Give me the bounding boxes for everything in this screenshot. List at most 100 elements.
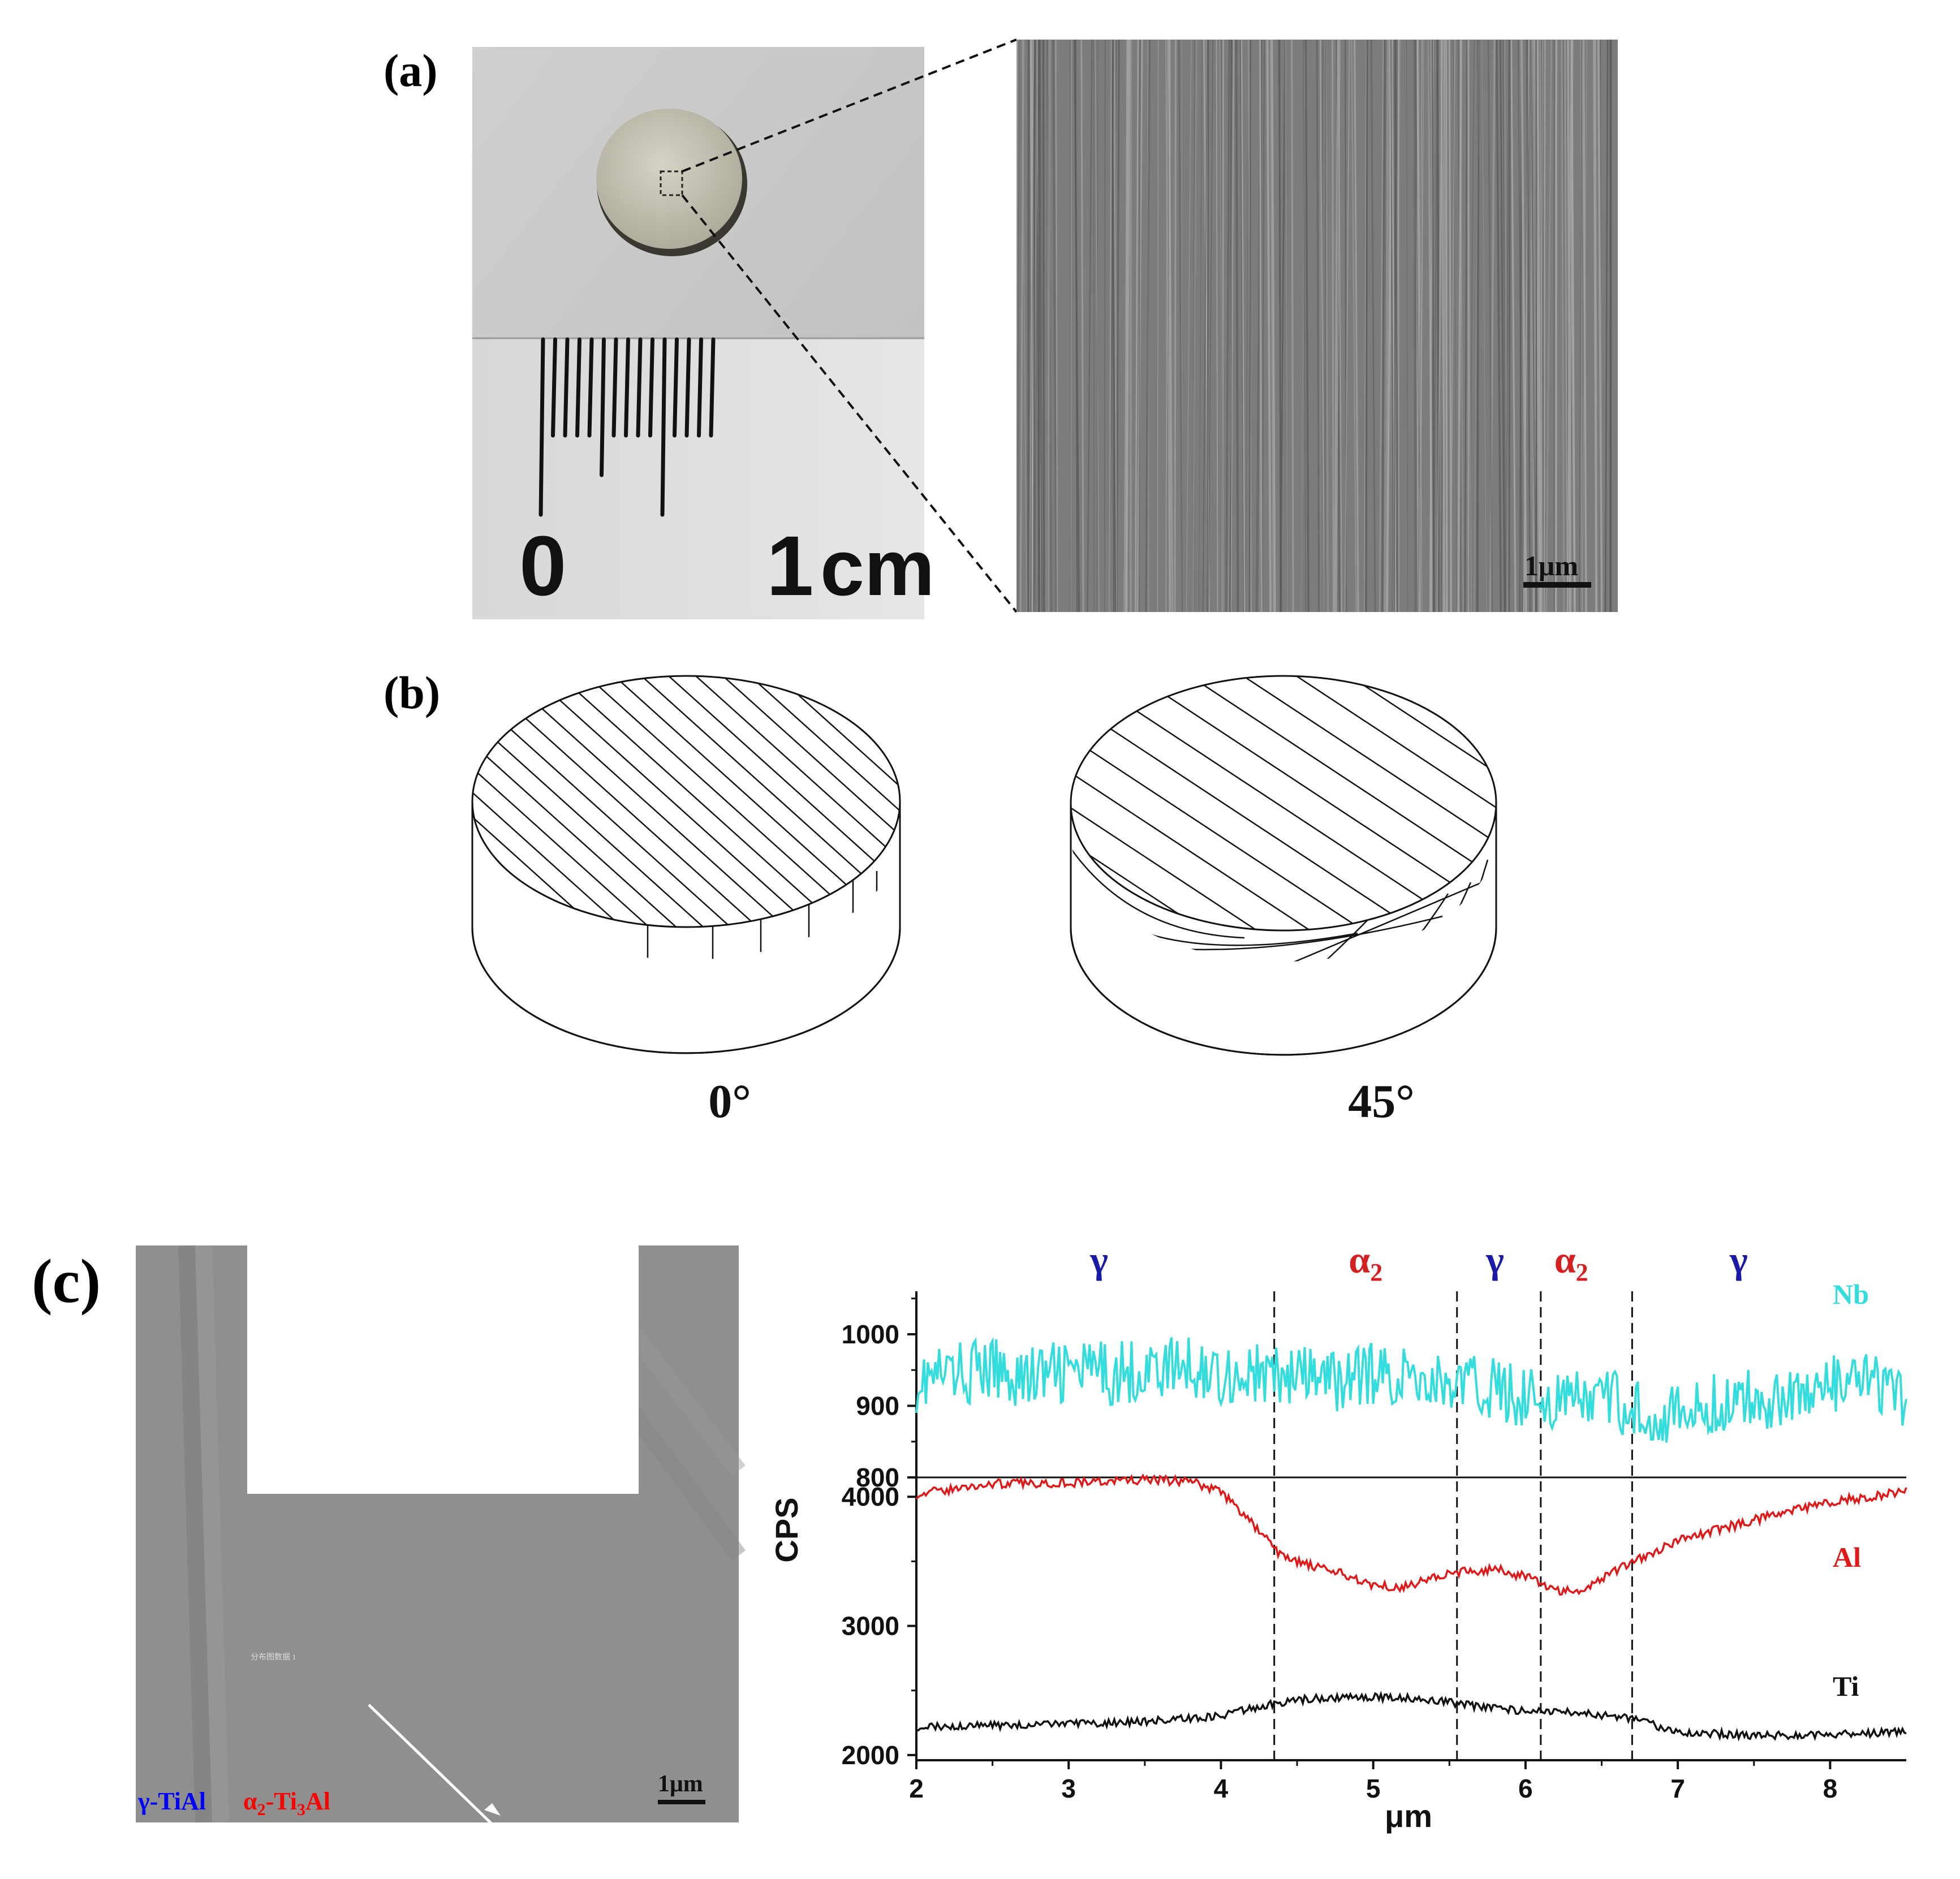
hatch-line-0deg bbox=[667, 676, 900, 927]
sem-stripe bbox=[1394, 40, 1396, 612]
side-curve-45deg bbox=[1131, 881, 1483, 962]
angle-label-45: 45° bbox=[1348, 1075, 1415, 1128]
sem-stripe bbox=[1535, 40, 1537, 612]
legend-alpha2: α2-Ti3Al bbox=[243, 1787, 330, 1819]
sem-stripe bbox=[1029, 40, 1034, 612]
sem-stripe bbox=[1594, 40, 1598, 612]
hatch-line-45deg bbox=[1071, 826, 1496, 930]
sem-stripe bbox=[1186, 40, 1192, 612]
x-axis-label: μm bbox=[1385, 1798, 1432, 1834]
sem-stripe bbox=[1416, 40, 1421, 612]
hatch-line-0deg bbox=[472, 676, 709, 927]
side-curve-45deg bbox=[1071, 848, 1245, 939]
hatch-line-0deg bbox=[748, 676, 900, 927]
zoom-line-bottom bbox=[681, 194, 1018, 613]
sem-stripe bbox=[1318, 40, 1324, 612]
ruler-label-cm: cm bbox=[820, 523, 934, 612]
sem-stripe bbox=[1018, 40, 1020, 612]
sem-stripe bbox=[1235, 40, 1239, 612]
sem-stripe bbox=[1554, 40, 1558, 612]
map-tiny-caption: 分布图数据 1 bbox=[251, 1653, 296, 1662]
zoom-line-top bbox=[682, 38, 1017, 173]
series-label-al: Al bbox=[1833, 1541, 1861, 1573]
sem-stripe bbox=[1487, 40, 1493, 612]
sem-stripe bbox=[1508, 40, 1511, 612]
sem-stripe bbox=[1336, 40, 1341, 612]
sem-stripe bbox=[1202, 40, 1208, 612]
sem-stripe bbox=[1027, 40, 1030, 612]
sem-stripe bbox=[1505, 40, 1509, 612]
sem-stripe bbox=[1080, 40, 1084, 612]
x-tick-label: 8 bbox=[1823, 1774, 1838, 1803]
panel-a-label: (a) bbox=[384, 45, 438, 96]
sem-stripe bbox=[1540, 40, 1543, 612]
x-tick-label: 6 bbox=[1518, 1774, 1533, 1803]
y-tick-label-lower: 3000 bbox=[842, 1611, 899, 1641]
sem-stripe bbox=[1278, 40, 1282, 612]
sem-stripe bbox=[1453, 40, 1458, 612]
phase-label: α2 bbox=[1554, 1238, 1588, 1286]
series-label-ti: Ti bbox=[1833, 1670, 1859, 1702]
sem-stripe bbox=[1567, 40, 1571, 612]
disc-face bbox=[596, 109, 742, 249]
sem-stripe bbox=[1481, 40, 1487, 612]
sem-stripe bbox=[1561, 40, 1565, 612]
phase-label: γ bbox=[1729, 1238, 1748, 1281]
sem-stripe bbox=[1266, 40, 1272, 612]
sem-stripe bbox=[1351, 40, 1357, 612]
ruler-tick bbox=[563, 337, 570, 438]
sem-stripe bbox=[1052, 40, 1058, 612]
sem-stripe bbox=[1319, 40, 1323, 612]
ruler-tick bbox=[551, 337, 557, 438]
sem-stripe bbox=[1333, 40, 1339, 612]
sem-stripe bbox=[1087, 40, 1093, 612]
x-tick-label: 2 bbox=[909, 1774, 924, 1803]
hatch-line-45deg bbox=[1071, 676, 1496, 794]
y-tick-label-upper: 900 bbox=[856, 1391, 899, 1420]
sem-stripe bbox=[1070, 40, 1072, 612]
y-tick-label-lower: 4000 bbox=[842, 1482, 899, 1511]
sem-stripe bbox=[1300, 40, 1307, 612]
map-scale-bar bbox=[658, 1800, 705, 1804]
sem-stripe bbox=[1248, 40, 1251, 612]
sem-stripe bbox=[1502, 40, 1506, 612]
sem-stripe bbox=[1319, 40, 1325, 612]
sem-stripe bbox=[1504, 40, 1508, 612]
ruler-tick bbox=[648, 337, 654, 438]
map-scale-label: 1μm bbox=[658, 1771, 703, 1797]
sem-stripe bbox=[1239, 40, 1244, 612]
hatch-line-0deg bbox=[721, 676, 900, 927]
x-tick-label: 3 bbox=[1061, 1774, 1076, 1803]
sem-stripe bbox=[1440, 40, 1446, 612]
sem-stripe bbox=[1198, 40, 1203, 612]
sem-stripe bbox=[1489, 40, 1496, 612]
sem-stripe bbox=[1489, 40, 1496, 612]
sem-stripe bbox=[1225, 40, 1230, 612]
sem-stripe bbox=[1046, 40, 1053, 612]
sem-stripe bbox=[1370, 40, 1376, 612]
hatch-line-45deg bbox=[1071, 676, 1496, 864]
sem-stripe bbox=[1157, 40, 1159, 612]
hatch-line-45deg bbox=[1071, 756, 1496, 930]
sem-stripe bbox=[1526, 40, 1532, 612]
sem-stripe bbox=[1047, 40, 1051, 612]
sem-stripe bbox=[1270, 40, 1274, 612]
sem-stripe bbox=[1385, 40, 1393, 612]
series-line-ti bbox=[916, 1691, 1907, 1742]
sem-stripe bbox=[1545, 40, 1552, 612]
sem-stripe bbox=[1316, 40, 1320, 612]
sem-stripe bbox=[1271, 40, 1276, 612]
hatch-line-45deg bbox=[1071, 721, 1496, 930]
sem-stripe bbox=[1304, 40, 1309, 612]
series-line-al bbox=[915, 1473, 1907, 1596]
ruler-tick bbox=[587, 337, 594, 438]
sem-stripe bbox=[1055, 40, 1058, 612]
phase-map: 分布图数据 1 γ-TiAl α2-Ti3Al 1μm bbox=[136, 1102, 746, 1827]
panel-b-label: (b) bbox=[384, 667, 440, 718]
sem-stripe bbox=[1332, 40, 1334, 612]
legend-gamma: γ-TiAl bbox=[137, 1787, 206, 1815]
sem-stripe bbox=[1517, 40, 1523, 612]
sem-stripe bbox=[1016, 40, 1019, 430]
ruler-tick bbox=[660, 337, 667, 517]
hatch-line-0deg bbox=[43, 650, 382, 956]
